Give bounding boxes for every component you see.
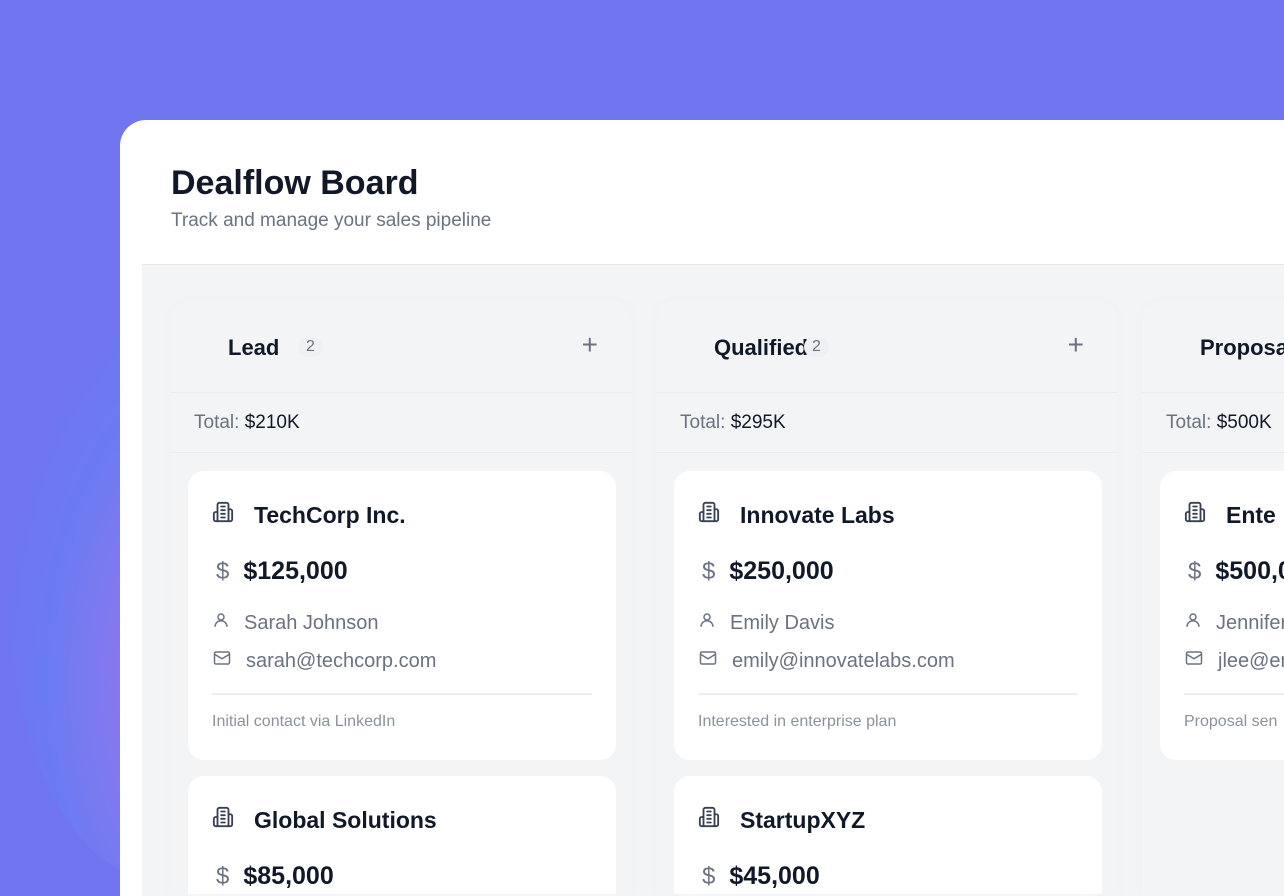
- deal-note: Initial contact via LinkedIn: [212, 713, 396, 730]
- user-icon: [698, 611, 730, 635]
- user-icon: [1184, 611, 1216, 635]
- add-card-button[interactable]: +: [582, 329, 598, 361]
- deal-amount: $45,000: [729, 862, 820, 890]
- contact-name: Jennifer: [1216, 611, 1284, 634]
- deal-card[interactable]: StartupXYZ $ $45,000: [674, 776, 1102, 894]
- mail-icon: [212, 649, 246, 673]
- column-title: Qualified: [714, 335, 809, 360]
- dollar-icon: $: [1188, 557, 1202, 585]
- add-card-button[interactable]: +: [1068, 329, 1084, 361]
- deal-card[interactable]: Innovate Labs $ $250,000 Emily Davis emily…: [674, 471, 1102, 760]
- building-icon: [212, 501, 254, 529]
- deal-amount: $500,0: [1215, 557, 1284, 585]
- company-name: Ente: [1226, 501, 1276, 528]
- contact-email[interactable]: sarah@techcorp.com: [246, 649, 437, 672]
- column-total-value: $295K: [730, 412, 786, 433]
- deal-note: Interested in enterprise plan: [698, 713, 897, 730]
- column-header: Qualified 2 +: [656, 301, 1118, 393]
- page-subtitle: Track and manage your sales pipeline: [171, 210, 492, 231]
- building-icon: [1184, 501, 1226, 529]
- deal-card[interactable]: Global Solutions $ $85,000: [188, 776, 616, 894]
- deal-amount: $85,000: [243, 862, 334, 890]
- card-divider: [212, 693, 592, 695]
- column-total-value: $210K: [244, 412, 300, 433]
- card-divider: [698, 693, 1078, 695]
- dollar-icon: $: [216, 557, 230, 585]
- deal-note: Proposal sen: [1184, 713, 1278, 730]
- plus-icon: +: [581, 329, 598, 360]
- page-title: Dealflow Board: [171, 164, 419, 202]
- contact-name: Sarah Johnson: [244, 611, 379, 634]
- company-name: Global Solutions: [254, 806, 437, 833]
- card-divider: [1184, 693, 1284, 695]
- company-name: Innovate Labs: [740, 501, 895, 528]
- deal-card[interactable]: TechCorp Inc. $ $125,000 Sarah Johnson sar…: [188, 471, 616, 760]
- contact-email[interactable]: jlee@en: [1218, 649, 1284, 672]
- column-proposa: Proposa Total: $500K Ente $ $500,0 Jennifer…: [1142, 301, 1284, 896]
- company-name: TechCorp Inc.: [254, 501, 406, 528]
- deal-amount: $250,000: [729, 557, 834, 585]
- building-icon: [212, 806, 254, 834]
- board-panel: Dealflow Board Track and manage your sal…: [120, 120, 1284, 896]
- column-qualified: Qualified 2 + Total: $295K Innovate Labs $…: [656, 301, 1118, 896]
- plus-icon: +: [1067, 329, 1084, 360]
- column-header: Lead 2 +: [170, 301, 632, 393]
- column-total-value: $500K: [1216, 412, 1272, 433]
- mail-icon: [1184, 649, 1218, 673]
- user-icon: [212, 611, 244, 635]
- dollar-icon: $: [216, 862, 230, 890]
- company-name: StartupXYZ: [740, 806, 866, 833]
- column-total: Total: $210K: [170, 393, 632, 453]
- contact-name: Emily Davis: [730, 611, 835, 634]
- dollar-icon: $: [702, 862, 716, 890]
- deal-card[interactable]: Ente $ $500,0 Jennifer jlee@en Proposal se…: [1160, 471, 1284, 760]
- column-count-badge: 2: [298, 337, 323, 357]
- contact-email[interactable]: emily@innovatelabs.com: [732, 649, 955, 672]
- column-total: Total: $295K: [656, 393, 1118, 453]
- mail-icon: [698, 649, 732, 673]
- column-count-badge: 2: [804, 337, 829, 357]
- building-icon: [698, 806, 740, 834]
- building-icon: [698, 501, 740, 529]
- column-header: Proposa: [1142, 301, 1284, 393]
- deal-amount: $125,000: [243, 557, 348, 585]
- column-title: Proposa: [1200, 335, 1284, 360]
- column-total: Total: $500K: [1142, 393, 1284, 453]
- column-title: Lead: [228, 335, 280, 360]
- dollar-icon: $: [702, 557, 716, 585]
- column-lead: Lead 2 + Total: $210K TechCorp Inc. $ $125,…: [170, 301, 632, 896]
- kanban-board: Lead 2 + Total: $210K TechCorp Inc. $ $125,…: [142, 264, 1284, 896]
